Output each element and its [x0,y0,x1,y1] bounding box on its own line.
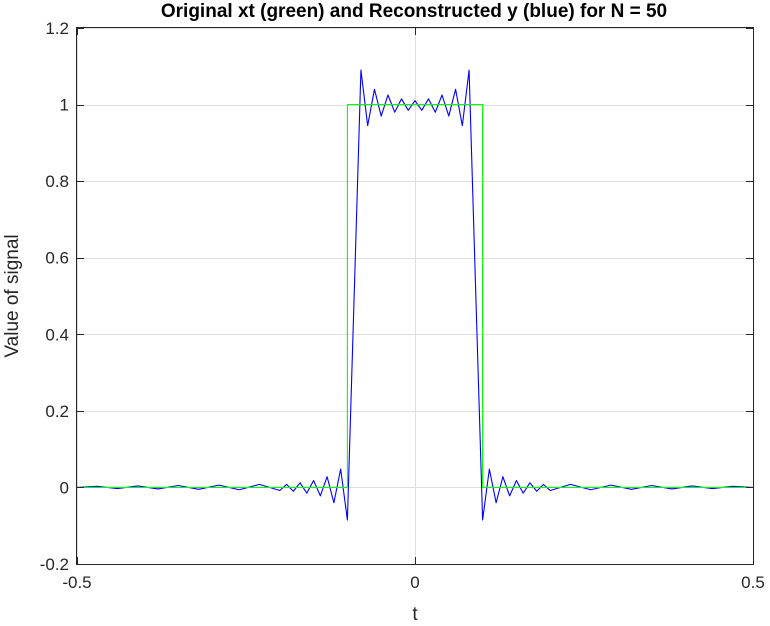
y-axis-label: Value of signal [2,234,23,357]
y-tick-label: 1 [60,96,69,115]
x-axis-label: t [412,604,418,625]
y-tick-label: 0.4 [45,325,69,344]
reconstructed-signal-line [76,69,754,521]
axis-ticks: -0.5 0 0.5 -0.2 0 0.2 0.4 0.6 0.8 1 1.2 [40,19,765,592]
plot-lines [76,69,754,521]
x-tick-label: 0.5 [741,573,765,592]
y-tick-label: 1.2 [45,19,69,38]
y-tick-label: 0.2 [45,402,69,421]
y-tick-label: 0.8 [45,172,69,191]
grid [77,28,754,565]
y-tick-label: -0.2 [40,555,69,574]
original-signal-line [77,104,753,488]
chart-title: Original xt (green) and Reconstructed y … [161,1,667,22]
plot-frame [76,27,754,565]
y-tick-label: 0.6 [45,249,69,268]
x-tick-label: -0.5 [62,573,91,592]
y-tick-label: 0 [60,478,69,497]
x-tick-label: 0 [410,573,419,592]
